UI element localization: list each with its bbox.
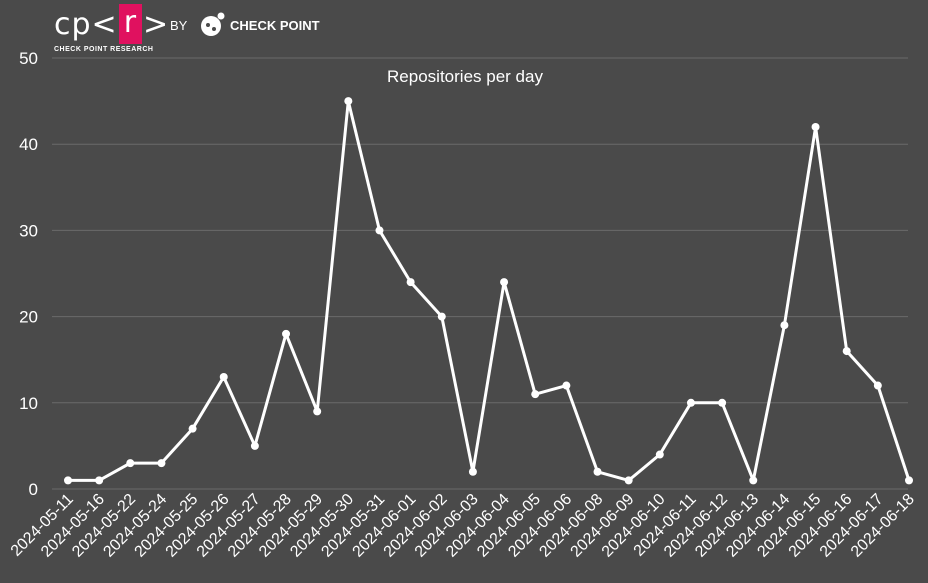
data-point: [157, 459, 166, 468]
data-point: [406, 278, 415, 287]
series-line: [68, 99, 911, 482]
cpr-subtitle: CHECK POINT RESEARCH: [54, 46, 154, 53]
data-point: [126, 459, 135, 468]
data-point: [468, 467, 477, 476]
cpr-suffix: >: [143, 6, 170, 42]
series-polyline: [68, 99, 911, 482]
check-point-icon: [201, 12, 225, 36]
data-point: [64, 476, 72, 485]
data-point: [593, 467, 602, 476]
series-points: [64, 97, 913, 485]
y-tick-label: 50: [19, 49, 38, 68]
data-point: [375, 226, 384, 235]
data-point: [437, 312, 446, 321]
data-point: [500, 278, 509, 287]
data-point: [344, 97, 353, 106]
data-point: [905, 476, 913, 485]
data-point: [780, 321, 789, 330]
grid-lines: [52, 57, 908, 490]
data-point: [188, 424, 197, 433]
y-axis-ticks: 0 10 20 30 40 50: [19, 49, 38, 499]
data-point: [718, 398, 727, 407]
y-tick-label: 40: [19, 135, 38, 154]
data-point: [686, 398, 695, 407]
data-point: [313, 407, 322, 416]
cpr-logo: cp< r > CHECK POINT RESEARCH: [54, 4, 169, 58]
data-point: [562, 381, 571, 390]
data-point: [250, 441, 259, 450]
cpr-wordmark: cp< r >: [54, 4, 169, 44]
data-point: [282, 329, 291, 338]
data-point: [655, 450, 664, 459]
data-point: [219, 372, 228, 381]
check-point-logo: CHECK POINT: [200, 12, 320, 38]
data-point: [873, 381, 882, 390]
data-point: [811, 122, 820, 131]
chart-title: Repositories per day: [387, 67, 543, 86]
y-tick-label: 30: [19, 221, 38, 240]
y-tick-label: 0: [29, 480, 38, 499]
y-tick-label: 20: [19, 308, 38, 327]
x-axis-ticks: 2024-05-112024-05-162024-05-222024-05-24…: [8, 491, 918, 561]
data-point: [95, 476, 104, 485]
data-point: [624, 476, 633, 485]
cpr-box-letter: r: [118, 4, 143, 44]
data-point: [749, 476, 758, 485]
check-point-name: CHECK POINT: [230, 17, 320, 33]
data-point: [842, 347, 851, 356]
y-tick-label: 10: [19, 394, 38, 413]
by-label: BY: [170, 18, 188, 33]
cpr-prefix: cp<: [54, 6, 118, 42]
data-point: [531, 390, 540, 399]
